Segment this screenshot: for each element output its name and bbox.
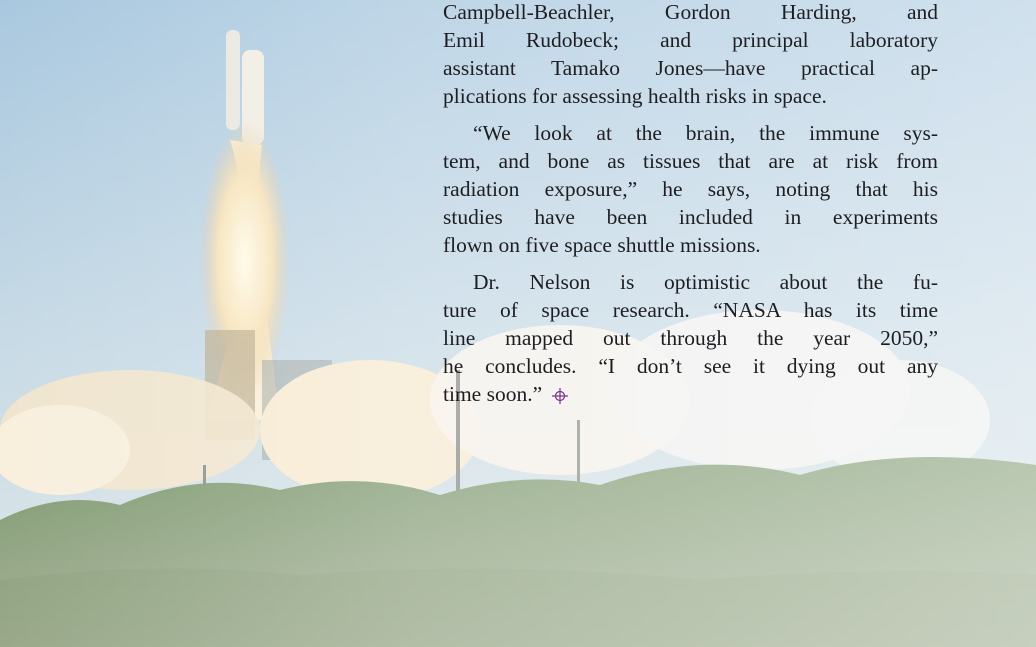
line-text: time soon.”: [443, 382, 542, 406]
line-text: ture of space research. “NASA has its ti…: [443, 298, 938, 322]
paragraph: Campbell-Beachler, Gordon Harding, and Em…: [443, 0, 938, 110]
line-text: “We look at the brain, the immune sys-: [473, 121, 938, 145]
line-text: tem, and bone as tissues that are at ris…: [443, 149, 938, 173]
line-text: assistant Tamako Jones—have practical ap…: [443, 56, 938, 80]
text-line: time soon.”: [443, 380, 938, 408]
line-text: Emil Rudobeck; and principal laboratory: [443, 28, 938, 52]
line-text: he concludes. “I don’t see it dying out …: [443, 354, 938, 378]
text-line: tem, and bone as tissues that are at ris…: [443, 147, 938, 175]
text-line: Campbell-Beachler, Gordon Harding, and: [443, 0, 938, 26]
paragraph: “We look at the brain, the immune sys-te…: [443, 119, 938, 259]
text-line: plications for assessing health risks in…: [443, 82, 938, 110]
text-line: ture of space research. “NASA has its ti…: [443, 296, 938, 324]
text-line: assistant Tamako Jones—have practical ap…: [443, 54, 938, 82]
line-text: studies have been included in experiment…: [443, 205, 938, 229]
line-text: Dr. Nelson is optimistic about the fu-: [473, 270, 938, 294]
page: Campbell-Beachler, Gordon Harding, and Em…: [0, 0, 1036, 647]
text-line: radiation exposure,” he says, noting tha…: [443, 175, 938, 203]
line-text: Campbell-Beachler, Gordon Harding, and: [443, 0, 938, 24]
text-line: “We look at the brain, the immune sys-: [443, 119, 938, 147]
line-text: radiation exposure,” he says, noting tha…: [443, 177, 938, 201]
text-line: Emil Rudobeck; and principal laboratory: [443, 26, 938, 54]
text-line: flown on five space shuttle missions.: [443, 231, 938, 259]
line-text: flown on five space shuttle missions.: [443, 233, 761, 257]
text-line: Dr. Nelson is optimistic about the fu-: [443, 268, 938, 296]
paragraph: Dr. Nelson is optimistic about the fu-tu…: [443, 268, 938, 408]
text-line: he concludes. “I don’t see it dying out …: [443, 352, 938, 380]
article-text: Campbell-Beachler, Gordon Harding, and Em…: [443, 0, 938, 417]
text-line: studies have been included in experiment…: [443, 203, 938, 231]
end-mark: [552, 388, 568, 404]
line-text: line mapped out through the year 2050,”: [443, 326, 938, 350]
line-text: plications for assessing health risks in…: [443, 84, 827, 108]
text-line: line mapped out through the year 2050,”: [443, 324, 938, 352]
